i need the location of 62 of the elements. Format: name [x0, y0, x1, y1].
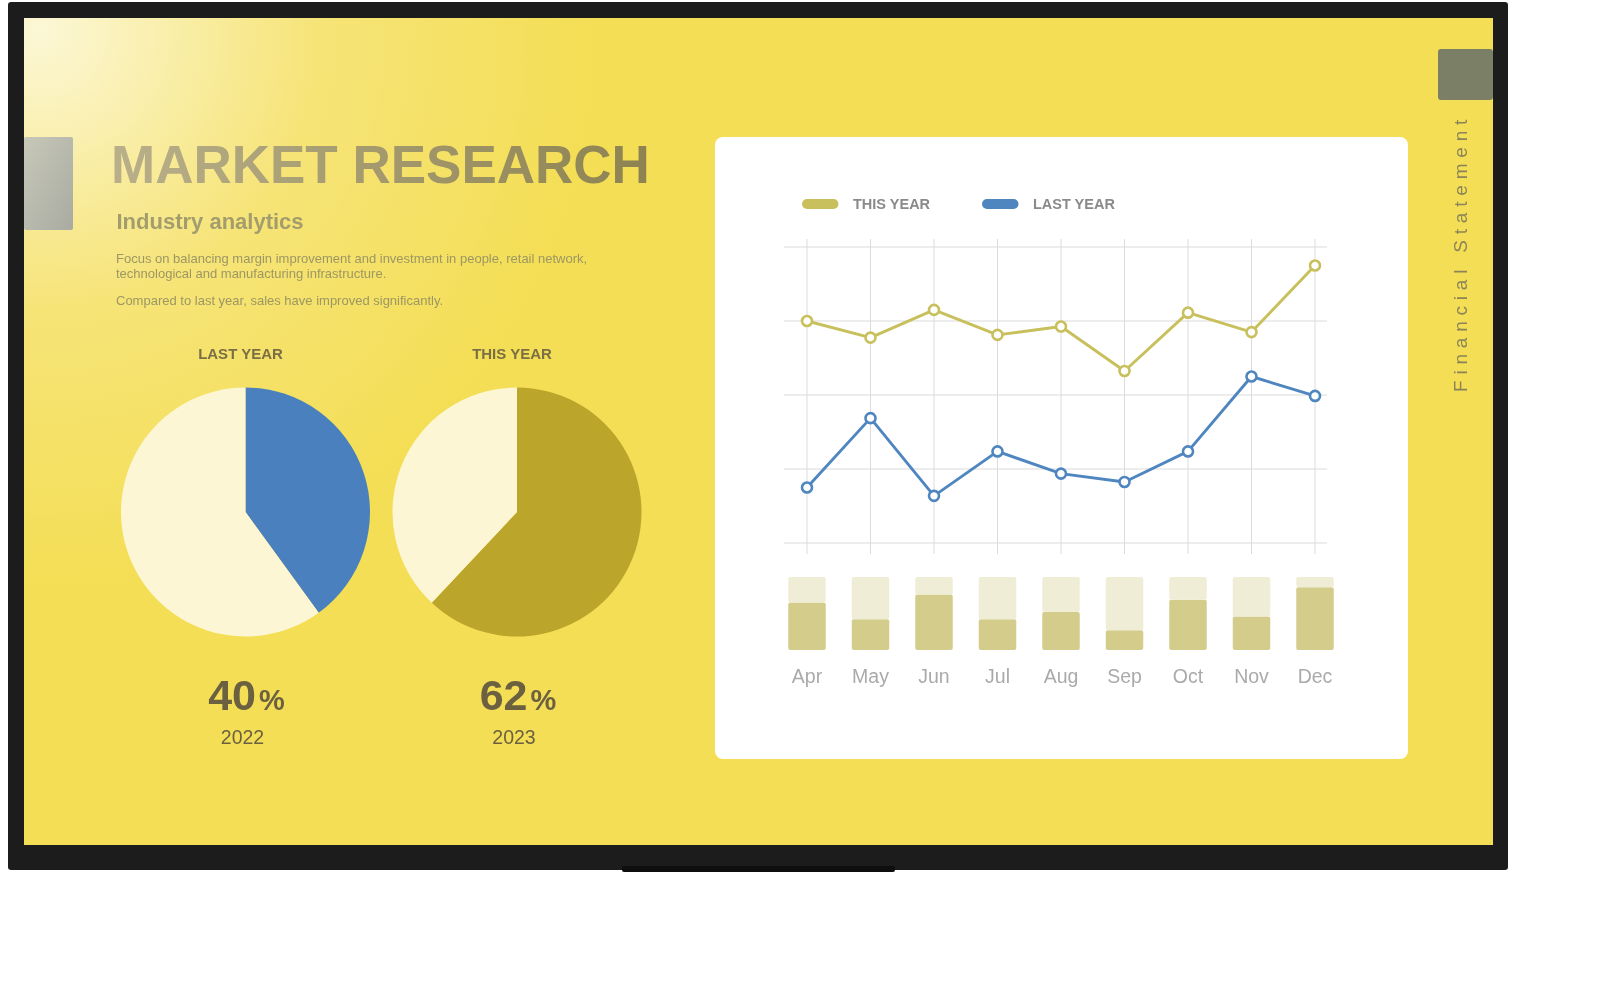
- text: Compared to last year, sales have improved significantly.: [116, 292, 444, 308]
- x-tick-label: May: [852, 665, 890, 687]
- chart-title: THIS YEAR: [472, 344, 553, 362]
- point: [864, 331, 877, 344]
- chart-title: LAST YEAR: [198, 344, 284, 362]
- point: [1118, 364, 1131, 378]
- bar: [978, 619, 1017, 650]
- bar: [1042, 577, 1080, 613]
- bar: [851, 577, 890, 620]
- legend-label: THIS YEAR: [853, 196, 931, 213]
- point: [1308, 259, 1322, 272]
- point: [1181, 306, 1195, 319]
- point: [864, 411, 877, 425]
- text: 2022: [220, 725, 265, 748]
- point: [1245, 370, 1258, 383]
- bar: [1296, 587, 1334, 650]
- point: [927, 489, 941, 503]
- x-tick-label: Oct: [1172, 665, 1204, 687]
- point: [1245, 325, 1258, 339]
- pie-slice: [121, 387, 319, 637]
- bar: [1105, 577, 1144, 631]
- pie-slice: [431, 387, 642, 637]
- x-tick-label: Sep: [1107, 665, 1142, 687]
- bar: [788, 602, 826, 650]
- point: [800, 314, 814, 328]
- bar: [851, 619, 890, 650]
- bar: [1232, 616, 1271, 650]
- pie-slice: [245, 387, 370, 613]
- bar: [1169, 599, 1207, 650]
- x-tick-label: Dec: [1297, 665, 1333, 687]
- point: [1308, 389, 1322, 403]
- bar: [1105, 630, 1144, 650]
- x-tick-label: Nov: [1234, 665, 1270, 687]
- bar: [978, 577, 1017, 620]
- bar: [915, 577, 953, 595]
- point: [927, 303, 941, 317]
- point: [1118, 475, 1131, 489]
- text: Financial Statement: [1449, 113, 1471, 392]
- text: Focus on balancing margin improvement and investment in people, retail network, technological and manufacturing infrastructure.: [116, 251, 588, 281]
- x-tick-label: Aug: [1043, 665, 1079, 687]
- bar: [788, 577, 826, 603]
- point: [991, 445, 1004, 458]
- text: 40%: [208, 670, 286, 719]
- point: [991, 328, 1004, 342]
- bar: [1296, 577, 1334, 588]
- point: [1054, 467, 1068, 480]
- x-tick-label: Apr: [791, 665, 823, 687]
- text: 2023: [492, 725, 536, 748]
- bar: [915, 594, 953, 650]
- point: [800, 481, 814, 494]
- x-tick-label: Jun: [918, 665, 950, 687]
- point: [1054, 320, 1068, 333]
- pie-slice: [392, 387, 517, 603]
- text: Industry analytics: [116, 209, 304, 234]
- legend-label: LAST YEAR: [1033, 196, 1116, 213]
- x-tick-label: Jul: [985, 665, 1010, 687]
- bar: [1169, 577, 1207, 600]
- text: 62%: [479, 670, 557, 719]
- point: [1181, 445, 1195, 458]
- bar: [1042, 612, 1080, 650]
- bar: [1232, 577, 1271, 617]
- text: MARKET RESEARCH: [111, 134, 650, 194]
